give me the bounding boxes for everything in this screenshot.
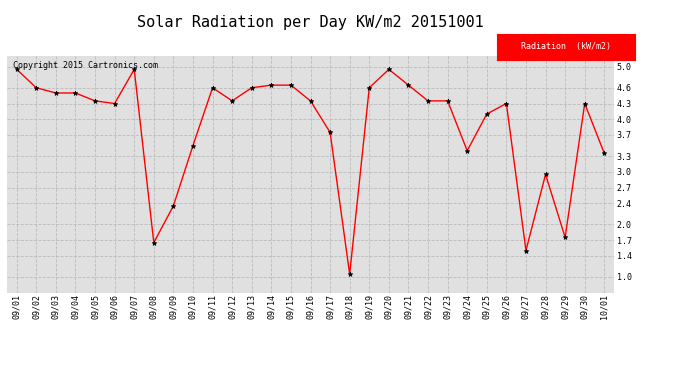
Text: Radiation  (kW/m2): Radiation (kW/m2) <box>521 42 611 51</box>
Text: Copyright 2015 Cartronics.com: Copyright 2015 Cartronics.com <box>13 61 158 70</box>
Text: Solar Radiation per Day KW/m2 20151001: Solar Radiation per Day KW/m2 20151001 <box>137 15 484 30</box>
